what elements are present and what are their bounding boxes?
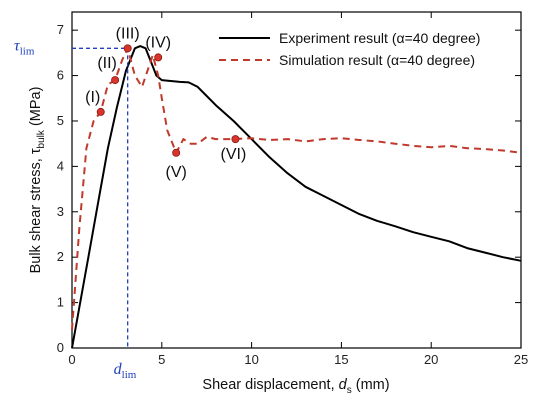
event-point (123, 44, 132, 53)
d-lim-label: dlim (114, 361, 137, 381)
event-point (172, 148, 181, 157)
x-tick-label: 15 (334, 352, 348, 367)
y-tick-label: 7 (57, 22, 64, 37)
y-tick-label: 2 (57, 249, 64, 264)
y-axis-title: Bulk shear stress, τbulk (MPa) (28, 87, 47, 274)
axis-ticks: 0 5 10 15 20 25 0 1 2 3 4 5 6 7 (57, 12, 528, 367)
x-tick-label: 5 (158, 352, 165, 367)
tau-lim-label: τlim (14, 37, 35, 57)
event-point (231, 135, 240, 144)
x-tick-label: 10 (244, 352, 258, 367)
y-tick-label: 3 (57, 204, 64, 219)
series-line-simulation (71, 47, 522, 330)
event-point-label: (I) (85, 89, 100, 106)
y-tick-label: 4 (57, 158, 64, 173)
legend-label-simulation: Simulation result (α=40 degree) (279, 52, 475, 68)
series-layer (71, 45, 522, 349)
event-points: (I) (II) (III) (IV) (V) (VI) (85, 25, 246, 180)
event-point (154, 53, 163, 62)
x-tick-label: 0 (68, 352, 75, 367)
y-tick-label: 6 (57, 68, 64, 83)
y-tick-label: 5 (57, 113, 64, 128)
event-point-label: (III) (116, 25, 140, 42)
x-tick-label: 20 (424, 352, 438, 367)
x-axis-title: Shear displacement, ds (mm) (202, 377, 389, 396)
event-point-label: (VI) (221, 146, 247, 163)
y-tick-label: 1 (57, 295, 64, 310)
event-point (96, 107, 105, 116)
plot-frame (71, 11, 522, 349)
event-point-label: (II) (97, 55, 117, 72)
legend: Experiment result (α=40 degree) Simulati… (219, 30, 480, 68)
event-point (111, 76, 120, 85)
limit-guides: τlim dlim (14, 37, 137, 381)
y-tick-label: 0 (57, 340, 64, 355)
series-line-experiment (71, 45, 522, 349)
event-point-label: (V) (166, 164, 187, 181)
event-point-label: (IV) (145, 34, 171, 51)
x-tick-label: 25 (514, 352, 528, 367)
legend-label-experiment: Experiment result (α=40 degree) (279, 30, 480, 46)
